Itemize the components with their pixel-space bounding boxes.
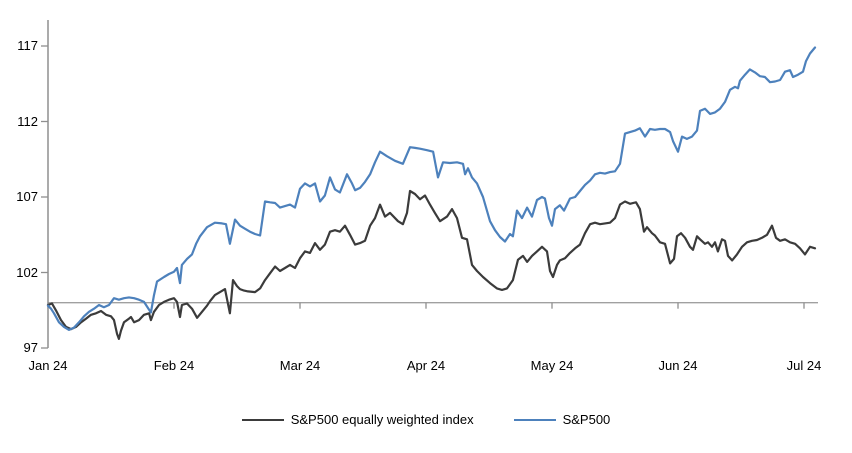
- y-tick-label: 107: [16, 189, 38, 204]
- sp500-line-swatch-icon: [513, 418, 556, 421]
- series-line-sp500: [46, 46, 817, 331]
- x-tick-label: Jan 24: [28, 358, 68, 373]
- series-line-equal-weight: [46, 189, 817, 340]
- y-tick-label: 117: [17, 38, 38, 53]
- x-tick-label: Feb 24: [153, 358, 195, 373]
- legend-label-equal-weight: S&P500 equally weighted index: [290, 412, 474, 427]
- legend-item-sp500: S&P500: [513, 412, 611, 427]
- y-tick-label: 97: [23, 340, 38, 355]
- legend: S&P500 equally weighted index S&P500: [0, 412, 852, 427]
- legend-item-equal-weight: S&P500 equally weighted index: [241, 412, 474, 427]
- y-tick-label: 112: [17, 113, 38, 129]
- x-tick-label: Apr 24: [406, 358, 446, 373]
- x-tick-label: Jul 24: [786, 358, 822, 373]
- equal-weight-line-swatch-icon: [241, 418, 284, 421]
- x-tick-label: May 24: [530, 358, 574, 373]
- x-tick-label: Mar 24: [279, 358, 321, 373]
- x-tick-label: Jun 24: [658, 358, 698, 373]
- legend-label-sp500: S&P500: [562, 412, 611, 427]
- y-tick-label: 102: [16, 264, 38, 280]
